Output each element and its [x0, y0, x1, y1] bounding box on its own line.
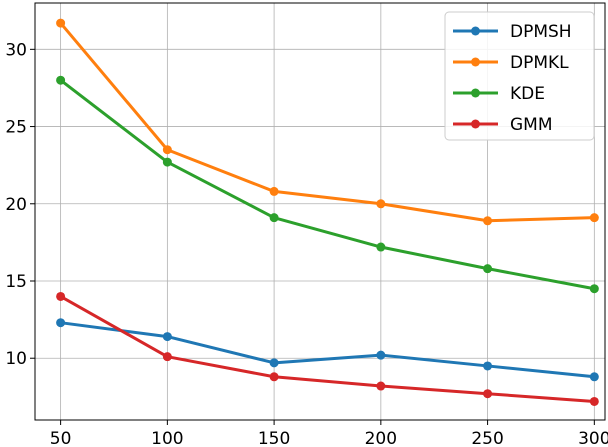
x-tick-label: 200 [365, 429, 397, 447]
legend: DPMSH DPMKL KDE GMM [444, 11, 595, 141]
data-point [483, 389, 493, 399]
data-point [56, 18, 66, 28]
y-tick-label: 15 [5, 272, 27, 292]
data-point [589, 396, 599, 406]
y-tick-label: 25 [5, 118, 27, 138]
data-point [56, 318, 66, 328]
series-line [59, 78, 596, 291]
data-point [269, 186, 279, 196]
series-line [59, 294, 596, 403]
legend-label: DPMSH [510, 22, 572, 42]
data-point [589, 372, 599, 382]
data-point [483, 361, 493, 371]
series-line [59, 321, 596, 379]
data-point [162, 332, 172, 342]
x-tick-label: 250 [471, 429, 503, 447]
y-tick-label: 30 [5, 40, 27, 60]
legend-entry: DPMKL [453, 53, 569, 73]
x-tick-label: 150 [258, 429, 290, 447]
plot-frame [34, 2, 606, 421]
y-tick-label: 20 [5, 195, 27, 215]
data-point [589, 284, 599, 294]
series-line [59, 21, 596, 223]
x-tick-label: 100 [151, 429, 183, 447]
data-point [162, 352, 172, 362]
x-tick-label: 50 [50, 429, 72, 447]
legend-marker [471, 57, 480, 67]
axes: 50 100 150 200 250 300 10 15 20 25 30 [5, 2, 608, 447]
legend-marker [471, 88, 480, 98]
data-point [376, 381, 386, 391]
data-point [483, 216, 493, 226]
x-tick-label: 300 [578, 429, 608, 447]
legend-label: KDE [510, 84, 545, 104]
legend-marker [471, 26, 480, 36]
data-point [269, 372, 279, 382]
series-layer [56, 18, 599, 406]
series-kde [56, 75, 599, 294]
data-point [162, 157, 172, 167]
legend-label: GMM [510, 115, 553, 135]
data-point [376, 242, 386, 252]
legend-entry: GMM [453, 115, 553, 135]
series-dpmsh [56, 318, 599, 382]
series-dpmkl [56, 18, 599, 226]
legend-box [444, 11, 595, 141]
data-point [376, 199, 386, 209]
data-point [56, 75, 66, 85]
data-point [56, 291, 66, 301]
data-point [269, 213, 279, 223]
legend-label: DPMKL [510, 53, 569, 73]
legend-marker [471, 119, 480, 129]
series-gmm [56, 291, 599, 406]
y-tick-label: 10 [5, 349, 27, 369]
data-point [162, 145, 172, 155]
legend-entry: KDE [453, 84, 545, 104]
legend-entry: DPMSH [453, 22, 572, 42]
data-point [589, 213, 599, 223]
data-point [376, 350, 386, 360]
data-point [269, 358, 279, 368]
data-point [483, 264, 493, 274]
